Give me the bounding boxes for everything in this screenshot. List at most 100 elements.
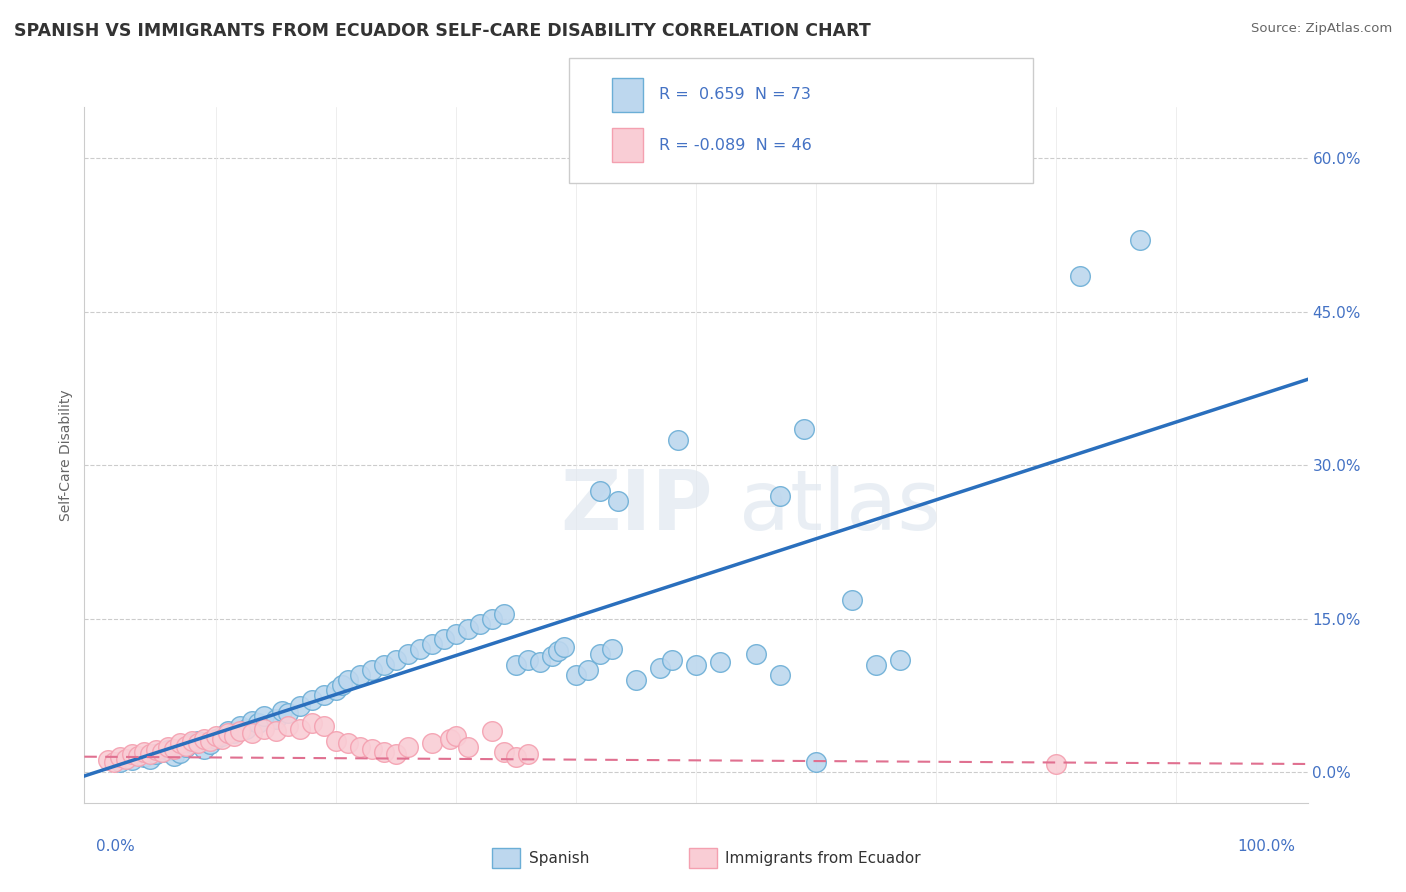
- Point: [115, 752, 138, 766]
- Point: [420, 637, 443, 651]
- Point: [253, 722, 276, 736]
- Point: [157, 742, 180, 756]
- Point: [337, 736, 360, 750]
- Point: [229, 719, 252, 733]
- Point: [589, 483, 612, 498]
- Point: [271, 704, 294, 718]
- Point: [121, 747, 143, 761]
- Point: [541, 649, 564, 664]
- Point: [235, 722, 257, 736]
- Point: [385, 747, 408, 761]
- Point: [200, 734, 222, 748]
- Point: [240, 714, 263, 728]
- Point: [240, 726, 263, 740]
- Point: [589, 648, 612, 662]
- Text: R =  0.659  N = 73: R = 0.659 N = 73: [659, 87, 811, 102]
- Point: [193, 741, 215, 756]
- Point: [373, 745, 395, 759]
- Point: [804, 755, 827, 769]
- Point: [529, 655, 551, 669]
- Point: [793, 422, 815, 436]
- Point: [150, 745, 173, 759]
- Point: [169, 746, 191, 760]
- Point: [481, 724, 503, 739]
- Point: [745, 648, 768, 662]
- Point: [517, 747, 540, 761]
- Point: [229, 724, 252, 739]
- Point: [217, 724, 239, 739]
- Point: [110, 749, 132, 764]
- Point: [174, 739, 197, 753]
- Point: [97, 753, 120, 767]
- Point: [181, 736, 204, 750]
- Point: [217, 726, 239, 740]
- Point: [325, 683, 347, 698]
- Point: [205, 732, 228, 747]
- Point: [187, 734, 209, 748]
- Point: [301, 716, 323, 731]
- Point: [145, 747, 167, 761]
- Point: [889, 652, 911, 666]
- Point: [505, 657, 527, 672]
- Point: [1069, 268, 1091, 283]
- Point: [110, 755, 132, 769]
- Point: [121, 753, 143, 767]
- Y-axis label: Self-Care Disability: Self-Care Disability: [59, 389, 73, 521]
- Point: [648, 661, 671, 675]
- Point: [264, 712, 287, 726]
- Point: [264, 724, 287, 739]
- Point: [277, 719, 299, 733]
- Point: [457, 622, 479, 636]
- Text: Source: ZipAtlas.com: Source: ZipAtlas.com: [1251, 22, 1392, 36]
- Point: [517, 652, 540, 666]
- Point: [337, 673, 360, 687]
- Point: [277, 706, 299, 720]
- Point: [439, 732, 461, 747]
- Point: [481, 612, 503, 626]
- Point: [253, 708, 276, 723]
- Point: [409, 642, 432, 657]
- Point: [361, 663, 384, 677]
- Point: [247, 716, 270, 731]
- Point: [330, 678, 353, 692]
- Point: [349, 668, 371, 682]
- Point: [224, 726, 246, 740]
- Point: [290, 722, 312, 736]
- Point: [666, 433, 689, 447]
- Point: [576, 663, 599, 677]
- Point: [314, 719, 336, 733]
- Text: R = -0.089  N = 46: R = -0.089 N = 46: [659, 138, 813, 153]
- Point: [396, 648, 419, 662]
- Point: [290, 698, 312, 713]
- Point: [600, 642, 623, 657]
- Text: Immigrants from Ecuador: Immigrants from Ecuador: [725, 851, 921, 865]
- Point: [494, 607, 516, 621]
- Point: [211, 732, 233, 747]
- Point: [468, 616, 491, 631]
- Point: [385, 652, 408, 666]
- Point: [139, 747, 162, 761]
- Point: [841, 593, 863, 607]
- Point: [224, 729, 246, 743]
- Point: [624, 673, 647, 687]
- Point: [301, 693, 323, 707]
- Text: atlas: atlas: [740, 466, 941, 547]
- Point: [314, 689, 336, 703]
- Point: [396, 739, 419, 754]
- Point: [373, 657, 395, 672]
- Point: [553, 640, 575, 655]
- Point: [181, 734, 204, 748]
- Point: [1045, 756, 1067, 771]
- Point: [211, 729, 233, 743]
- Text: Spanish: Spanish: [529, 851, 589, 865]
- Point: [547, 644, 569, 658]
- Point: [420, 736, 443, 750]
- Point: [205, 729, 228, 743]
- Point: [157, 739, 180, 754]
- Point: [494, 745, 516, 759]
- Text: ZIP: ZIP: [560, 466, 713, 547]
- Point: [607, 494, 630, 508]
- Point: [1129, 233, 1152, 247]
- Point: [193, 732, 215, 747]
- Point: [169, 736, 191, 750]
